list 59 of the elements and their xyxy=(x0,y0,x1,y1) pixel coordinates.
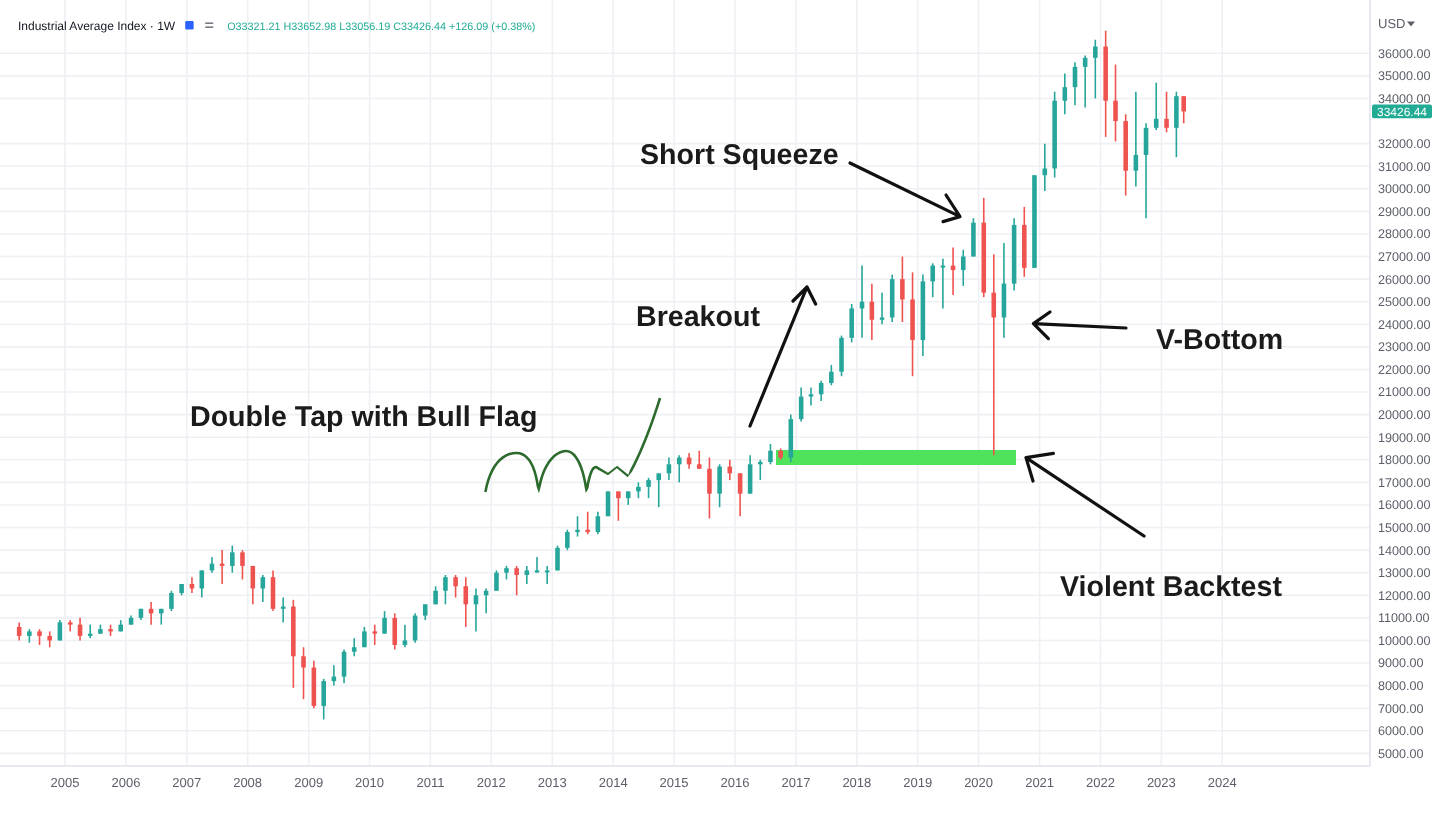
candlestick xyxy=(382,610,387,635)
candlestick xyxy=(240,549,245,581)
candlestick xyxy=(646,477,651,499)
candlestick xyxy=(230,544,235,574)
annotation: Double Tap with Bull Flag xyxy=(190,402,538,434)
candlestick xyxy=(443,574,448,606)
candlestick xyxy=(960,248,966,287)
candlestick xyxy=(158,608,164,626)
candlestick xyxy=(453,574,458,599)
candlestick xyxy=(87,623,93,639)
candlestick xyxy=(392,612,398,651)
candlestick xyxy=(351,637,357,658)
candlestick xyxy=(524,565,530,585)
candlestick xyxy=(199,569,205,599)
candlestick xyxy=(829,364,834,387)
candlestick xyxy=(575,515,580,538)
annotation: Breakout xyxy=(636,302,761,334)
candlestick xyxy=(616,490,621,522)
candlestick xyxy=(463,576,469,628)
candlestick xyxy=(555,544,560,572)
candlestick xyxy=(1062,72,1068,116)
candlestick xyxy=(768,443,773,466)
candlestick xyxy=(676,454,682,484)
candlestick xyxy=(930,262,936,298)
candlestick xyxy=(1022,206,1027,278)
candlestick xyxy=(260,574,266,603)
candlestick xyxy=(1093,38,1098,100)
candlestick xyxy=(514,565,519,597)
candlestick xyxy=(991,253,997,457)
annotation: Short Squeeze xyxy=(640,140,839,172)
candlestick xyxy=(900,255,905,323)
candlestick xyxy=(169,589,174,612)
candlestick xyxy=(656,472,662,508)
candlestick xyxy=(839,334,844,378)
candlestick xyxy=(717,463,722,508)
candlestick xyxy=(585,510,590,536)
candlestick xyxy=(849,303,854,344)
candlestick xyxy=(1181,95,1187,125)
candlestick xyxy=(707,456,712,520)
candlestick xyxy=(971,217,976,258)
candlestick xyxy=(727,458,733,481)
candlestick xyxy=(321,678,326,721)
candlestick xyxy=(1174,90,1179,158)
candlestick xyxy=(1164,90,1169,134)
candlestick xyxy=(910,271,915,378)
candlestick xyxy=(301,646,306,700)
candlestick xyxy=(1042,142,1048,192)
candlestick xyxy=(565,528,570,551)
candlestick xyxy=(696,449,702,470)
candlestick xyxy=(372,623,378,646)
candlestick xyxy=(808,386,814,407)
candlestick xyxy=(402,623,408,649)
candlestick xyxy=(737,472,743,518)
candlestick xyxy=(1113,63,1118,143)
candlestick xyxy=(494,569,499,592)
annotation: V-Bottom xyxy=(1156,325,1284,357)
candlestick xyxy=(758,458,763,481)
annotation: Violent Backtest xyxy=(1060,572,1283,604)
candlestick xyxy=(747,454,753,495)
